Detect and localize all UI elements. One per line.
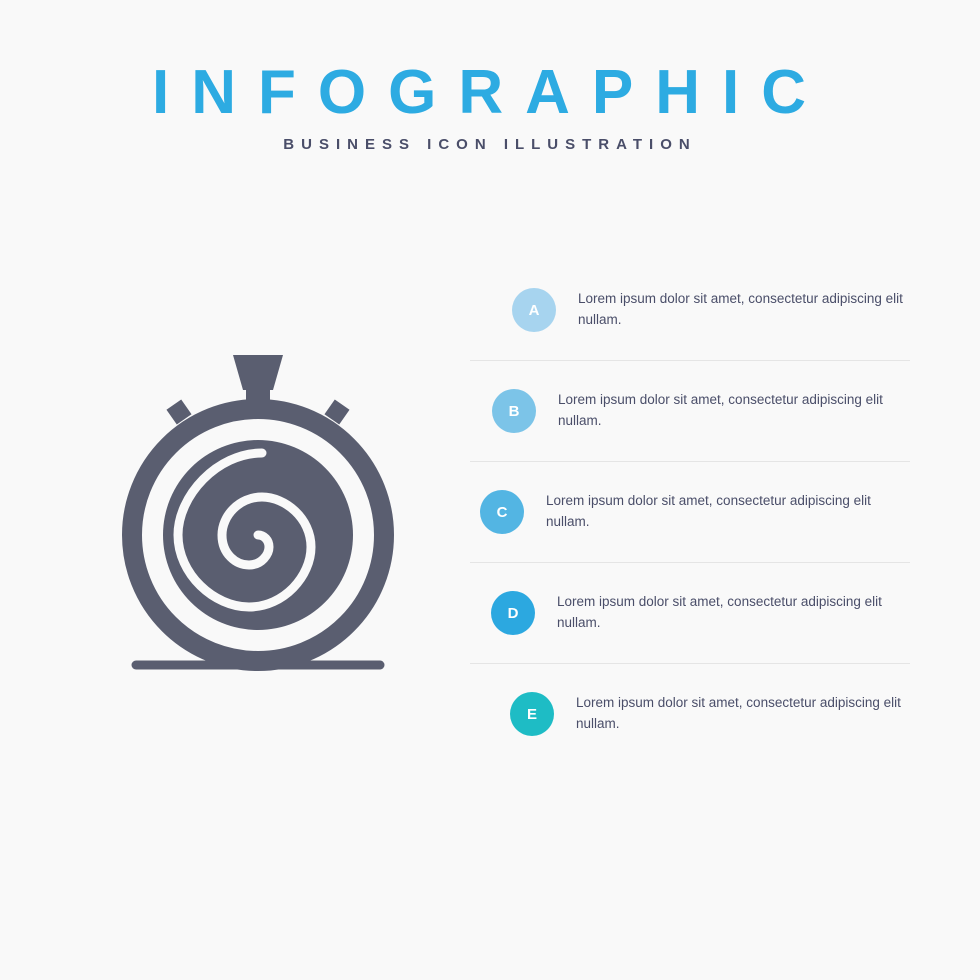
step-badge-b: B: [492, 389, 536, 433]
step-c: C Lorem ipsum dolor sit amet, consectetu…: [470, 462, 910, 563]
content-area: A Lorem ipsum dolor sit amet, consectetu…: [0, 245, 980, 895]
step-badge-e: E: [510, 692, 554, 736]
step-text-a: Lorem ipsum dolor sit amet, consectetur …: [578, 289, 910, 331]
page-title: INFOGRAPHIC: [0, 62, 980, 124]
step-badge-a: A: [512, 288, 556, 332]
step-badge-c: C: [480, 490, 524, 534]
stopwatch-spiral-icon: [118, 345, 398, 705]
step-text-d: Lorem ipsum dolor sit amet, consectetur …: [557, 592, 910, 634]
step-badge-d: D: [491, 591, 535, 635]
header: INFOGRAPHIC BUSINESS ICON ILLUSTRATION: [0, 0, 980, 153]
step-a: A Lorem ipsum dolor sit amet, consectetu…: [470, 260, 910, 361]
step-text-e: Lorem ipsum dolor sit amet, consectetur …: [576, 693, 910, 735]
page-subtitle: BUSINESS ICON ILLUSTRATION: [0, 136, 980, 153]
step-e: E Lorem ipsum dolor sit amet, consectetu…: [470, 664, 910, 764]
step-b: B Lorem ipsum dolor sit amet, consectetu…: [470, 361, 910, 462]
step-text-c: Lorem ipsum dolor sit amet, consectetur …: [546, 491, 910, 533]
step-d: D Lorem ipsum dolor sit amet, consectetu…: [470, 563, 910, 664]
step-text-b: Lorem ipsum dolor sit amet, consectetur …: [558, 390, 910, 432]
steps-list: A Lorem ipsum dolor sit amet, consectetu…: [470, 260, 910, 764]
